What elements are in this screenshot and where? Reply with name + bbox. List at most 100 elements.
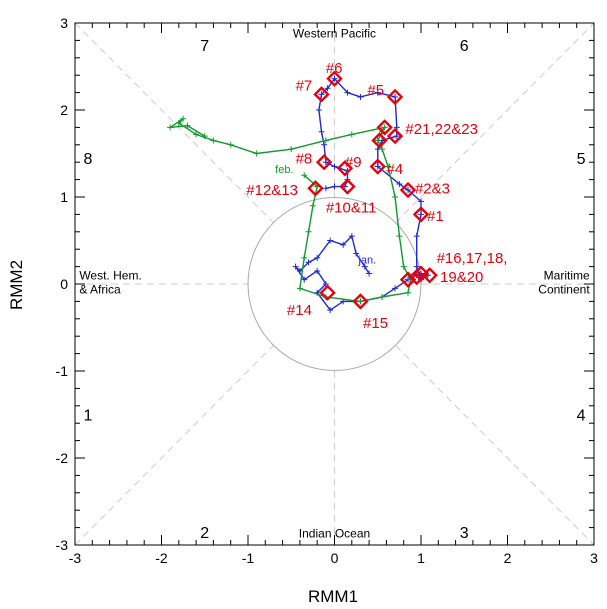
y-tick-label: 3	[60, 15, 68, 31]
data-point-jan	[353, 250, 360, 257]
x-tick-label: 2	[504, 550, 512, 566]
phase-number: 2	[200, 525, 209, 542]
event-marker	[307, 180, 324, 197]
guide-line	[395, 22, 595, 223]
data-point-feb	[379, 294, 386, 301]
phase-number: 4	[577, 408, 586, 425]
data-point-jan	[318, 128, 325, 135]
data-point-jan	[327, 237, 334, 244]
region-labels: 1 2 3 4 5 6 7 8 Western Pacific Indian Ocean West.…	[79, 26, 590, 542]
y-tick-label: 2	[60, 102, 68, 118]
event-markers	[307, 70, 438, 310]
data-point-feb	[301, 172, 308, 179]
data-point-feb	[253, 150, 260, 157]
data-point-jan	[418, 211, 424, 218]
event-annotations: jan. feb. #1 #2&3 #4 #5 #6 #7 #8 #9 #10&11 #12&13 #1…	[246, 60, 507, 332]
month-label: jan.	[357, 255, 376, 267]
y-tick-label: 1	[60, 189, 68, 205]
data-point-jan	[318, 91, 325, 98]
phase-number: 6	[460, 38, 469, 55]
event-label: #9	[345, 154, 362, 171]
data-point-jan	[374, 163, 381, 170]
data-point-feb	[309, 202, 316, 209]
data-point-jan	[361, 263, 368, 270]
y-tick-label: -1	[56, 363, 69, 379]
event-marker	[412, 206, 430, 223]
data-point-feb	[322, 137, 329, 144]
data-point-feb	[381, 124, 388, 131]
series-line-jan	[295, 77, 430, 312]
data-point-feb	[184, 122, 191, 129]
event-label: #16,17,18,	[437, 250, 508, 267]
region-label: Maritime	[544, 268, 590, 282]
data-point-jan	[322, 281, 329, 287]
event-marker	[376, 119, 393, 136]
series-lines	[167, 75, 431, 314]
data-point-jan	[344, 89, 351, 96]
data-point-jan	[314, 254, 321, 261]
event-marker	[386, 127, 404, 145]
event-marker	[326, 70, 343, 87]
event-marker	[386, 88, 404, 106]
data-point-jan	[413, 233, 420, 240]
x-tick-label: -1	[242, 550, 255, 566]
data-point-jan	[324, 85, 331, 92]
event-label: #8	[296, 151, 313, 168]
event-marker	[352, 293, 369, 310]
data-point-jan	[348, 233, 355, 240]
event-marker	[319, 284, 336, 301]
data-point-jan	[327, 307, 334, 314]
data-point-jan	[418, 198, 424, 205]
data-point-jan	[357, 93, 364, 100]
region-label: Indian Ocean	[299, 527, 370, 541]
region-label: Western Pacific	[293, 26, 376, 40]
data-point-feb	[374, 137, 381, 144]
data-point-jan	[315, 107, 322, 113]
data-point-jan	[331, 75, 338, 82]
guide-line	[74, 345, 274, 546]
data-point-feb	[348, 131, 355, 138]
y-tick-label: 0	[60, 276, 68, 292]
region-label: & Africa	[79, 282, 121, 296]
event-marker	[339, 178, 356, 195]
data-point-jan	[340, 241, 347, 248]
data-point-jan	[341, 183, 348, 190]
data-point-jan	[321, 141, 328, 148]
event-marker	[421, 267, 438, 284]
data-point-jan	[393, 133, 400, 140]
data-point-feb	[288, 146, 295, 153]
data-point-feb	[305, 228, 312, 235]
phase-number: 5	[577, 151, 586, 168]
guide-line	[395, 345, 595, 546]
event-marker	[315, 154, 333, 171]
data-point-jan	[305, 259, 312, 266]
data-point-feb	[227, 141, 234, 148]
data-point-jan	[392, 93, 399, 100]
data-point-jan	[392, 285, 399, 292]
data-point-feb	[175, 120, 182, 127]
phase-number: 3	[460, 525, 469, 542]
data-point-feb	[167, 124, 174, 131]
phase-number: 8	[84, 151, 93, 168]
event-label: #10&11	[326, 199, 377, 216]
event-label: #14	[287, 302, 312, 319]
event-label: #21,22&23	[405, 121, 478, 138]
data-point-jan	[301, 276, 308, 283]
data-point-jan	[322, 185, 329, 192]
data-point-jan	[396, 180, 403, 187]
region-label: Continent	[538, 282, 590, 296]
data-point-feb	[396, 233, 403, 240]
data-point-feb	[180, 115, 187, 122]
data-point-feb	[400, 263, 407, 270]
event-marker	[399, 271, 417, 288]
data-point-feb	[405, 289, 412, 296]
event-marker	[313, 86, 330, 103]
data-point-feb	[301, 254, 308, 261]
unit-circle	[247, 197, 422, 371]
event-label: #5	[367, 82, 384, 99]
data-point-feb	[357, 298, 364, 305]
phase-number: 1	[84, 408, 93, 425]
data-point-jan	[393, 124, 400, 131]
x-tick-label: -2	[155, 550, 168, 566]
